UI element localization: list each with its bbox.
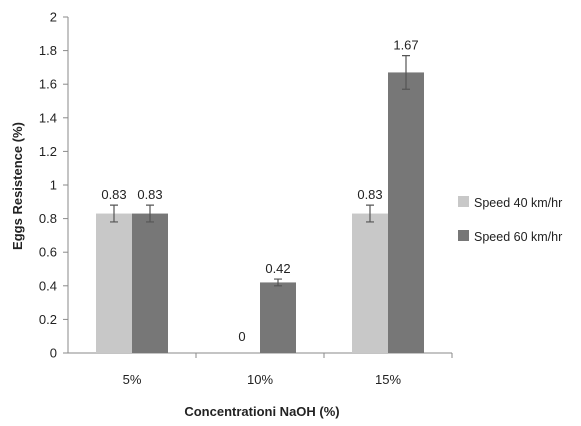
bar [132, 213, 168, 353]
data-label: 0.83 [101, 187, 126, 202]
legend-label: Speed 60 km/hr [474, 230, 562, 244]
data-label: 0.42 [265, 261, 290, 276]
error-bar [146, 204, 154, 223]
y-tick-label: 1 [50, 178, 57, 193]
legend-swatch [458, 230, 469, 241]
bar [388, 72, 424, 353]
y-tick-label: 0.2 [39, 312, 57, 327]
y-tick-label: 0 [50, 346, 57, 361]
legend-label: Speed 40 km/hr [474, 196, 562, 210]
category-label: 5% [123, 372, 142, 387]
y-tick-label: 1.6 [39, 77, 57, 92]
data-label: 0.83 [137, 187, 162, 202]
bar [96, 213, 132, 353]
y-axis-ticks: 0 0.2 0.4 0.6 0.8 1 1.2 1.4 1.6 1.8 2 [39, 10, 68, 361]
legend-swatch [458, 196, 469, 207]
category-label: 15% [375, 372, 401, 387]
bar [352, 213, 388, 353]
y-tick-label: 2 [50, 10, 57, 25]
legend: Speed 40 km/hr Speed 60 km/hr [458, 196, 562, 244]
bars [96, 72, 424, 353]
y-tick-label: 0.4 [39, 278, 57, 293]
y-tick-label: 1.2 [39, 144, 57, 159]
error-bars [110, 55, 410, 287]
y-tick-label: 0.8 [39, 211, 57, 226]
x-axis-categories: 5% 10% 15% [123, 353, 453, 387]
y-axis-title: Eggs Resistence (%) [10, 122, 25, 250]
error-bar [402, 55, 410, 90]
error-bar [366, 204, 374, 223]
error-bar [274, 278, 282, 287]
bar [260, 282, 296, 353]
data-labels: 0.83 0.83 0 0.42 0.83 1.67 [101, 38, 418, 344]
data-label: 0.83 [357, 187, 382, 202]
category-label: 10% [247, 372, 273, 387]
y-tick-label: 0.6 [39, 245, 57, 260]
y-tick-label: 1.4 [39, 110, 57, 125]
x-axis-title: Concentrationi NaOH (%) [184, 404, 339, 419]
data-label: 0 [238, 329, 245, 344]
data-label: 1.67 [393, 38, 418, 53]
error-bar [110, 204, 118, 223]
y-tick-label: 1.8 [39, 43, 57, 58]
